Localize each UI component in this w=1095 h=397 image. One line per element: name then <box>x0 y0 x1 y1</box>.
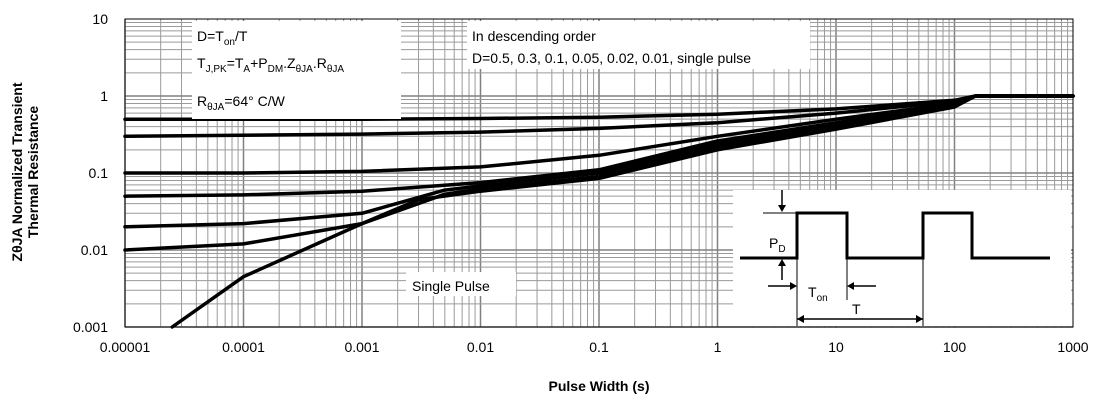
x-tick-label: 0.001 <box>344 339 379 355</box>
y-tick-label: 0.001 <box>73 319 108 335</box>
t-label: T <box>852 301 861 317</box>
x-tick-label: 0.00001 <box>100 339 151 355</box>
pulse-waveform <box>740 211 1050 260</box>
formula-box: D=Ton/T TJ,PK=TA+PDM.ZθJA.RθJA RθJA=64° … <box>192 21 401 119</box>
t-arrow-right-head <box>916 315 923 323</box>
pd-arrow-top-head <box>778 205 786 212</box>
t-arrow-left-head <box>797 315 804 323</box>
x-tick-label: 0.1 <box>589 339 609 355</box>
y-tick-label: 1 <box>100 88 108 104</box>
order-line-1: In descending order <box>472 28 596 44</box>
order-line-2: D=0.5, 0.3, 0.1, 0.05, 0.02, 0.01, singl… <box>472 50 751 66</box>
ton-arrow-left-head <box>790 282 797 290</box>
x-axis-title: Pulse Width (s) <box>549 378 650 394</box>
formula-line-3: RθJA=64° C/W <box>197 93 286 113</box>
y-tick-label: 0.1 <box>89 165 109 181</box>
x-tick-label: 0.01 <box>467 339 494 355</box>
series-line-7 <box>170 94 1075 329</box>
x-tick-label: 100 <box>943 339 967 355</box>
ton-arrow-right-head <box>847 282 854 290</box>
order-box: In descending order D=0.5, 0.3, 0.1, 0.0… <box>467 21 810 69</box>
single-pulse-label: Single Pulse <box>412 278 490 294</box>
y-axis-title-line-2: Thermal Resistance <box>25 106 41 238</box>
x-tick-label: 1 <box>714 339 722 355</box>
y-axis-title-line-1: ZθJA Normalized Transient <box>9 82 25 261</box>
plot-frame <box>124 18 1074 328</box>
tick-labels: 0.00001 0.0001 0.001 0.01 0.1 1 10 100 1000 0.001… <box>73 11 1089 355</box>
formula-line-1: D=Ton/T <box>197 28 248 48</box>
x-tick-label: 0.0001 <box>222 339 265 355</box>
pd-arrow-bottom-head <box>778 259 786 266</box>
y-tick-label: 10 <box>92 11 108 27</box>
pd-label: PD <box>769 235 786 255</box>
y-tick-label: 0.01 <box>81 242 108 258</box>
x-tick-label: 1000 <box>1057 339 1088 355</box>
ton-label: Ton <box>808 284 828 304</box>
single-pulse-label-box: Single Pulse <box>406 272 516 296</box>
waveform-inset: PD Ton T <box>733 190 1071 326</box>
x-tick-label: 10 <box>828 339 844 355</box>
formula-line-2: TJ,PK=TA+PDM.ZθJA.RθJA <box>197 55 344 75</box>
series-group <box>123 94 1075 329</box>
